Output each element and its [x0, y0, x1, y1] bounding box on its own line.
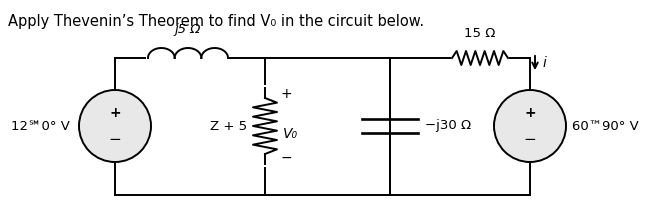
Circle shape	[494, 90, 566, 162]
Text: +: +	[281, 87, 293, 101]
Text: 60™90° V: 60™90° V	[572, 119, 639, 132]
Text: +: +	[109, 106, 121, 120]
Circle shape	[79, 90, 151, 162]
Text: −: −	[523, 131, 536, 147]
Text: 12℠0° V: 12℠0° V	[11, 119, 70, 132]
Text: Apply Thevenin’s Theorem to find V₀ in the circuit below.: Apply Thevenin’s Theorem to find V₀ in t…	[8, 14, 424, 29]
Text: 15 Ω: 15 Ω	[464, 27, 496, 40]
Text: V₀: V₀	[283, 127, 298, 141]
Text: −j30 Ω: −j30 Ω	[425, 119, 471, 132]
Text: j5 Ω: j5 Ω	[175, 23, 201, 36]
Text: −: −	[109, 131, 121, 147]
Text: i: i	[543, 56, 547, 70]
Text: +: +	[524, 106, 536, 120]
Text: −: −	[281, 151, 293, 165]
Text: Z + 5: Z + 5	[210, 119, 247, 132]
